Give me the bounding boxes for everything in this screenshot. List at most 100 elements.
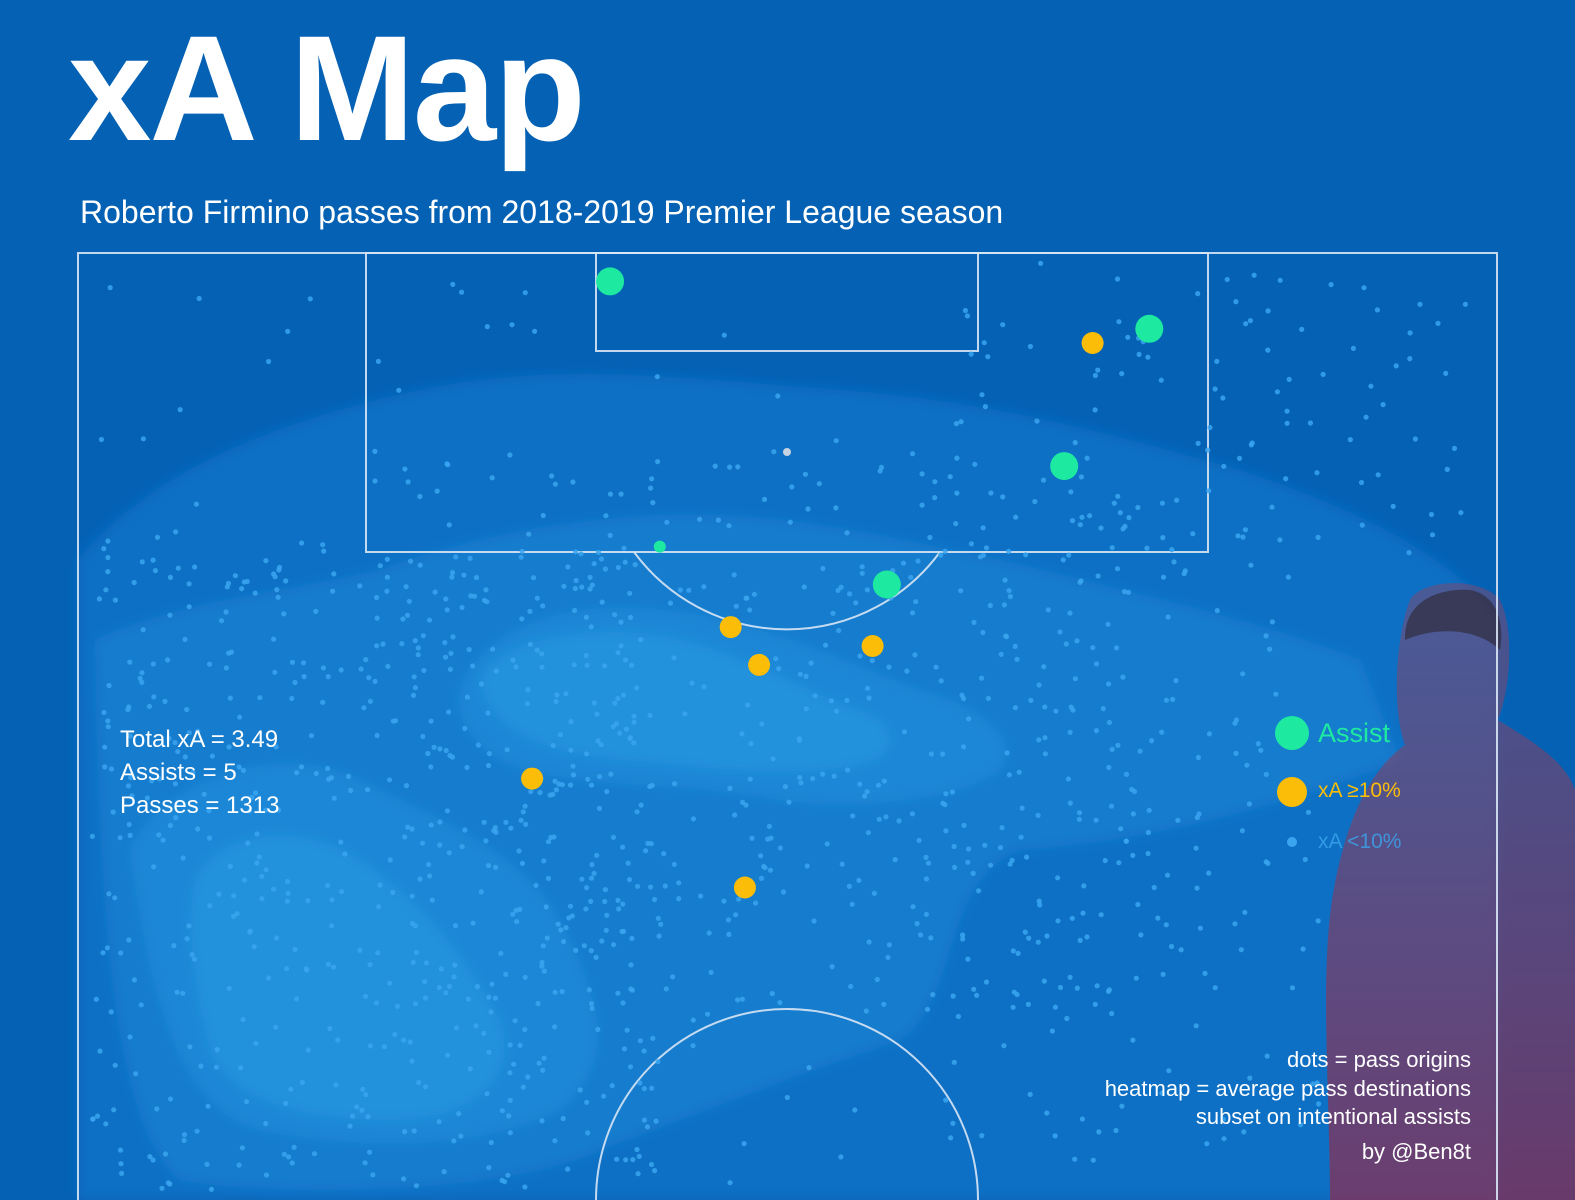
pass-dot-low: [1155, 915, 1161, 921]
pass-dot-low: [238, 1065, 244, 1071]
pass-dot-low: [380, 641, 386, 647]
pass-dot-low: [527, 608, 533, 615]
pass-dot-low: [367, 962, 373, 968]
pass-dot-low: [1243, 321, 1249, 327]
pass-dot-low: [864, 685, 871, 691]
pass-dot-low: [499, 1108, 505, 1114]
pass-dot-low: [118, 950, 124, 956]
pass-dot-low: [1119, 1103, 1125, 1109]
pass-dot-low: [1114, 276, 1121, 282]
pass-dot-low: [429, 897, 435, 903]
pass-dot-low: [850, 813, 856, 819]
dots-high-xa: [521, 332, 1104, 899]
pass-dot-low: [727, 464, 733, 470]
pass-dot-low: [411, 1128, 417, 1134]
pass-dot-low: [412, 638, 418, 644]
pass-dot-low: [462, 827, 468, 833]
pass-dot-low: [126, 937, 132, 943]
pass-dot-low: [436, 1119, 442, 1125]
pass-dot-low: [1181, 571, 1187, 577]
pass-dot-low: [568, 747, 574, 753]
pass-dot-low: [1023, 552, 1029, 558]
pass-dot-low: [599, 599, 605, 605]
pass-dot-low: [444, 808, 450, 814]
pass-dot-low: [924, 1006, 931, 1012]
pass-dot-low: [925, 860, 932, 866]
pass-dot-low: [1163, 922, 1169, 928]
pass-dot-low: [441, 1169, 447, 1175]
pass-dot-low: [848, 983, 854, 990]
pass-dot-low: [349, 1113, 356, 1119]
pass-dot-low: [834, 708, 840, 714]
pass-dot-low: [910, 451, 916, 457]
notes-block: dots = pass origins heatmap = average pa…: [1105, 1046, 1471, 1166]
pass-dot-low: [588, 898, 594, 905]
pass-dot-low: [443, 747, 449, 754]
pass-dot-low: [490, 646, 496, 652]
pass-dot-low: [810, 776, 816, 782]
pass-dot-low: [598, 556, 605, 562]
pass-dot-low: [647, 783, 653, 790]
pass-dot-low: [125, 783, 132, 789]
pass-dot-low: [953, 521, 959, 527]
pass-dot-low: [971, 619, 977, 626]
pass-dot-low: [1079, 1116, 1085, 1122]
pass-dot-low: [1123, 838, 1129, 844]
pass-dot-low: [739, 996, 746, 1002]
pass-dot-low: [948, 1135, 954, 1141]
pass-dot-low: [301, 674, 307, 680]
pass-dot-low: [1109, 746, 1115, 753]
pass-dot-low: [360, 1086, 366, 1092]
pass-dot-low: [450, 281, 456, 287]
pass-dot-low: [254, 860, 260, 866]
pass-dot-low: [960, 744, 967, 750]
pass-dot-low: [400, 616, 406, 622]
pass-dot-low: [1098, 525, 1104, 531]
pass-dot-low: [1067, 974, 1073, 980]
pass-dot-low: [558, 927, 564, 933]
pass-dot-low: [465, 996, 471, 1002]
pass-dot-low: [493, 864, 499, 871]
pass-dot-low: [103, 587, 109, 593]
pass-dot-low: [150, 661, 156, 667]
pass-dot-low: [591, 561, 597, 567]
pass-dot-low: [1193, 1023, 1199, 1029]
pass-dot-low: [284, 898, 290, 904]
pass-dot-low: [983, 979, 990, 985]
pass-dot-low: [784, 1094, 790, 1101]
pass-dot-low: [928, 935, 934, 941]
pass-dot-low: [1077, 937, 1083, 944]
pass-dot-low: [305, 898, 311, 904]
pass-dot-low: [715, 517, 722, 523]
pass-dot-low: [1284, 408, 1290, 414]
pass-dot-low: [637, 1080, 643, 1086]
pass-dot-low: [209, 753, 215, 759]
pass-dot-low: [223, 609, 229, 615]
pass-dot-low: [294, 770, 300, 776]
pass-dot-low: [556, 781, 562, 787]
pass-dot-low: [1121, 589, 1128, 595]
pass-dot-low: [481, 1030, 487, 1036]
pass-dot-low: [622, 559, 628, 565]
pass-dot-low: [266, 358, 272, 365]
pass-dot-low: [1169, 547, 1175, 553]
pass-dot-low: [662, 883, 668, 889]
pass-dot-low: [1013, 514, 1019, 520]
pass-dot-low: [1035, 812, 1041, 819]
pass-dot-low: [364, 787, 371, 793]
pass-dot-low: [127, 832, 133, 839]
pass-dot-low: [1277, 537, 1283, 543]
pass-dot-low: [1044, 1110, 1050, 1116]
pass-dot-low: [974, 992, 980, 999]
legend-assist-marker: [1275, 716, 1309, 750]
pass-dot-low: [1079, 514, 1085, 520]
pass-dot-low: [254, 831, 260, 837]
pass-dot-low: [587, 586, 593, 592]
pass-dot-low: [409, 920, 415, 927]
pass-dot-low: [846, 883, 853, 889]
pass-dot-low: [557, 732, 564, 738]
pass-dot-low: [507, 1130, 513, 1136]
pass-dot-low: [629, 987, 636, 993]
pass-dot-low: [464, 764, 470, 771]
